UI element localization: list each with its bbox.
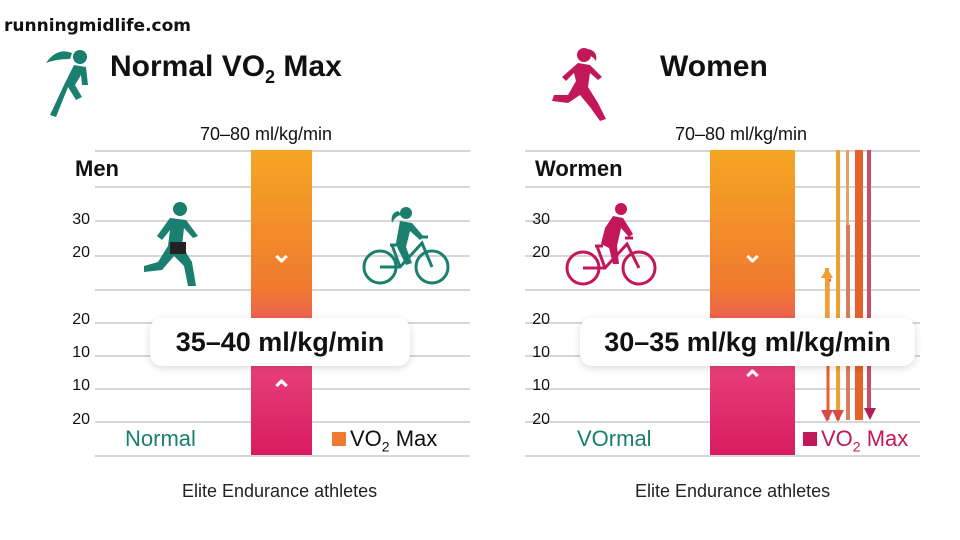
tick: 10 bbox=[532, 377, 550, 394]
gridline bbox=[525, 455, 920, 457]
chevron-down-icon: ⌄ bbox=[741, 238, 764, 268]
left-group-label: Men bbox=[75, 156, 119, 181]
left-title: Normal VO2 Max bbox=[110, 50, 342, 87]
right-legend: VO2 Max bbox=[803, 426, 908, 454]
tick: 10 bbox=[72, 344, 90, 361]
tick: 30 bbox=[532, 211, 550, 228]
legend-swatch bbox=[332, 432, 346, 446]
tick: 20 bbox=[72, 411, 90, 428]
right-footer: Elite Endurance athletes bbox=[635, 481, 831, 501]
tick: 10 bbox=[532, 344, 550, 361]
legend-swatch bbox=[803, 432, 817, 446]
chevron-up-icon: ⌃ bbox=[741, 365, 764, 395]
tick: 20 bbox=[72, 244, 90, 261]
left-footer: Elite Endurance athletes bbox=[182, 481, 378, 501]
tick: 20 bbox=[532, 311, 550, 328]
right-vo2-bar: ⌄ ⌃ bbox=[710, 150, 795, 455]
chevron-up-icon: ⌃ bbox=[270, 375, 293, 405]
left-legend: VO2 Max bbox=[332, 426, 437, 454]
right-title: Women bbox=[660, 50, 768, 83]
runner-woman-icon bbox=[552, 48, 606, 121]
left-value-pill: 35–40 ml/kg/min bbox=[150, 318, 410, 366]
chevron-down-icon: ⌄ bbox=[270, 238, 293, 268]
left-vo2-bar: ⌄ ⌃ bbox=[251, 150, 312, 455]
gridline bbox=[95, 455, 470, 457]
cyclist-icon bbox=[362, 207, 450, 285]
tick: 10 bbox=[72, 377, 90, 394]
site-url: runningmidlife.com bbox=[4, 16, 192, 36]
right-category-label: VOrmal bbox=[577, 426, 652, 451]
runner-man-icon bbox=[144, 202, 198, 286]
right-range-label: 70–80 ml/kg/min bbox=[675, 124, 808, 144]
runner-woman-icon bbox=[46, 50, 88, 117]
tick: 30 bbox=[72, 211, 90, 228]
right-group-label: Wormen bbox=[535, 156, 623, 181]
tick: 20 bbox=[532, 411, 550, 428]
tick: 20 bbox=[72, 311, 90, 328]
vo2-arrows-decoration bbox=[821, 150, 876, 422]
left-category-label: Normal bbox=[125, 426, 196, 451]
left-range-label: 70–80 ml/kg/min bbox=[200, 124, 333, 144]
right-value-pill: 30–35 ml/kg ml/kg/min bbox=[580, 318, 915, 366]
tick: 20 bbox=[532, 244, 550, 261]
cyclist-icon bbox=[565, 203, 657, 286]
